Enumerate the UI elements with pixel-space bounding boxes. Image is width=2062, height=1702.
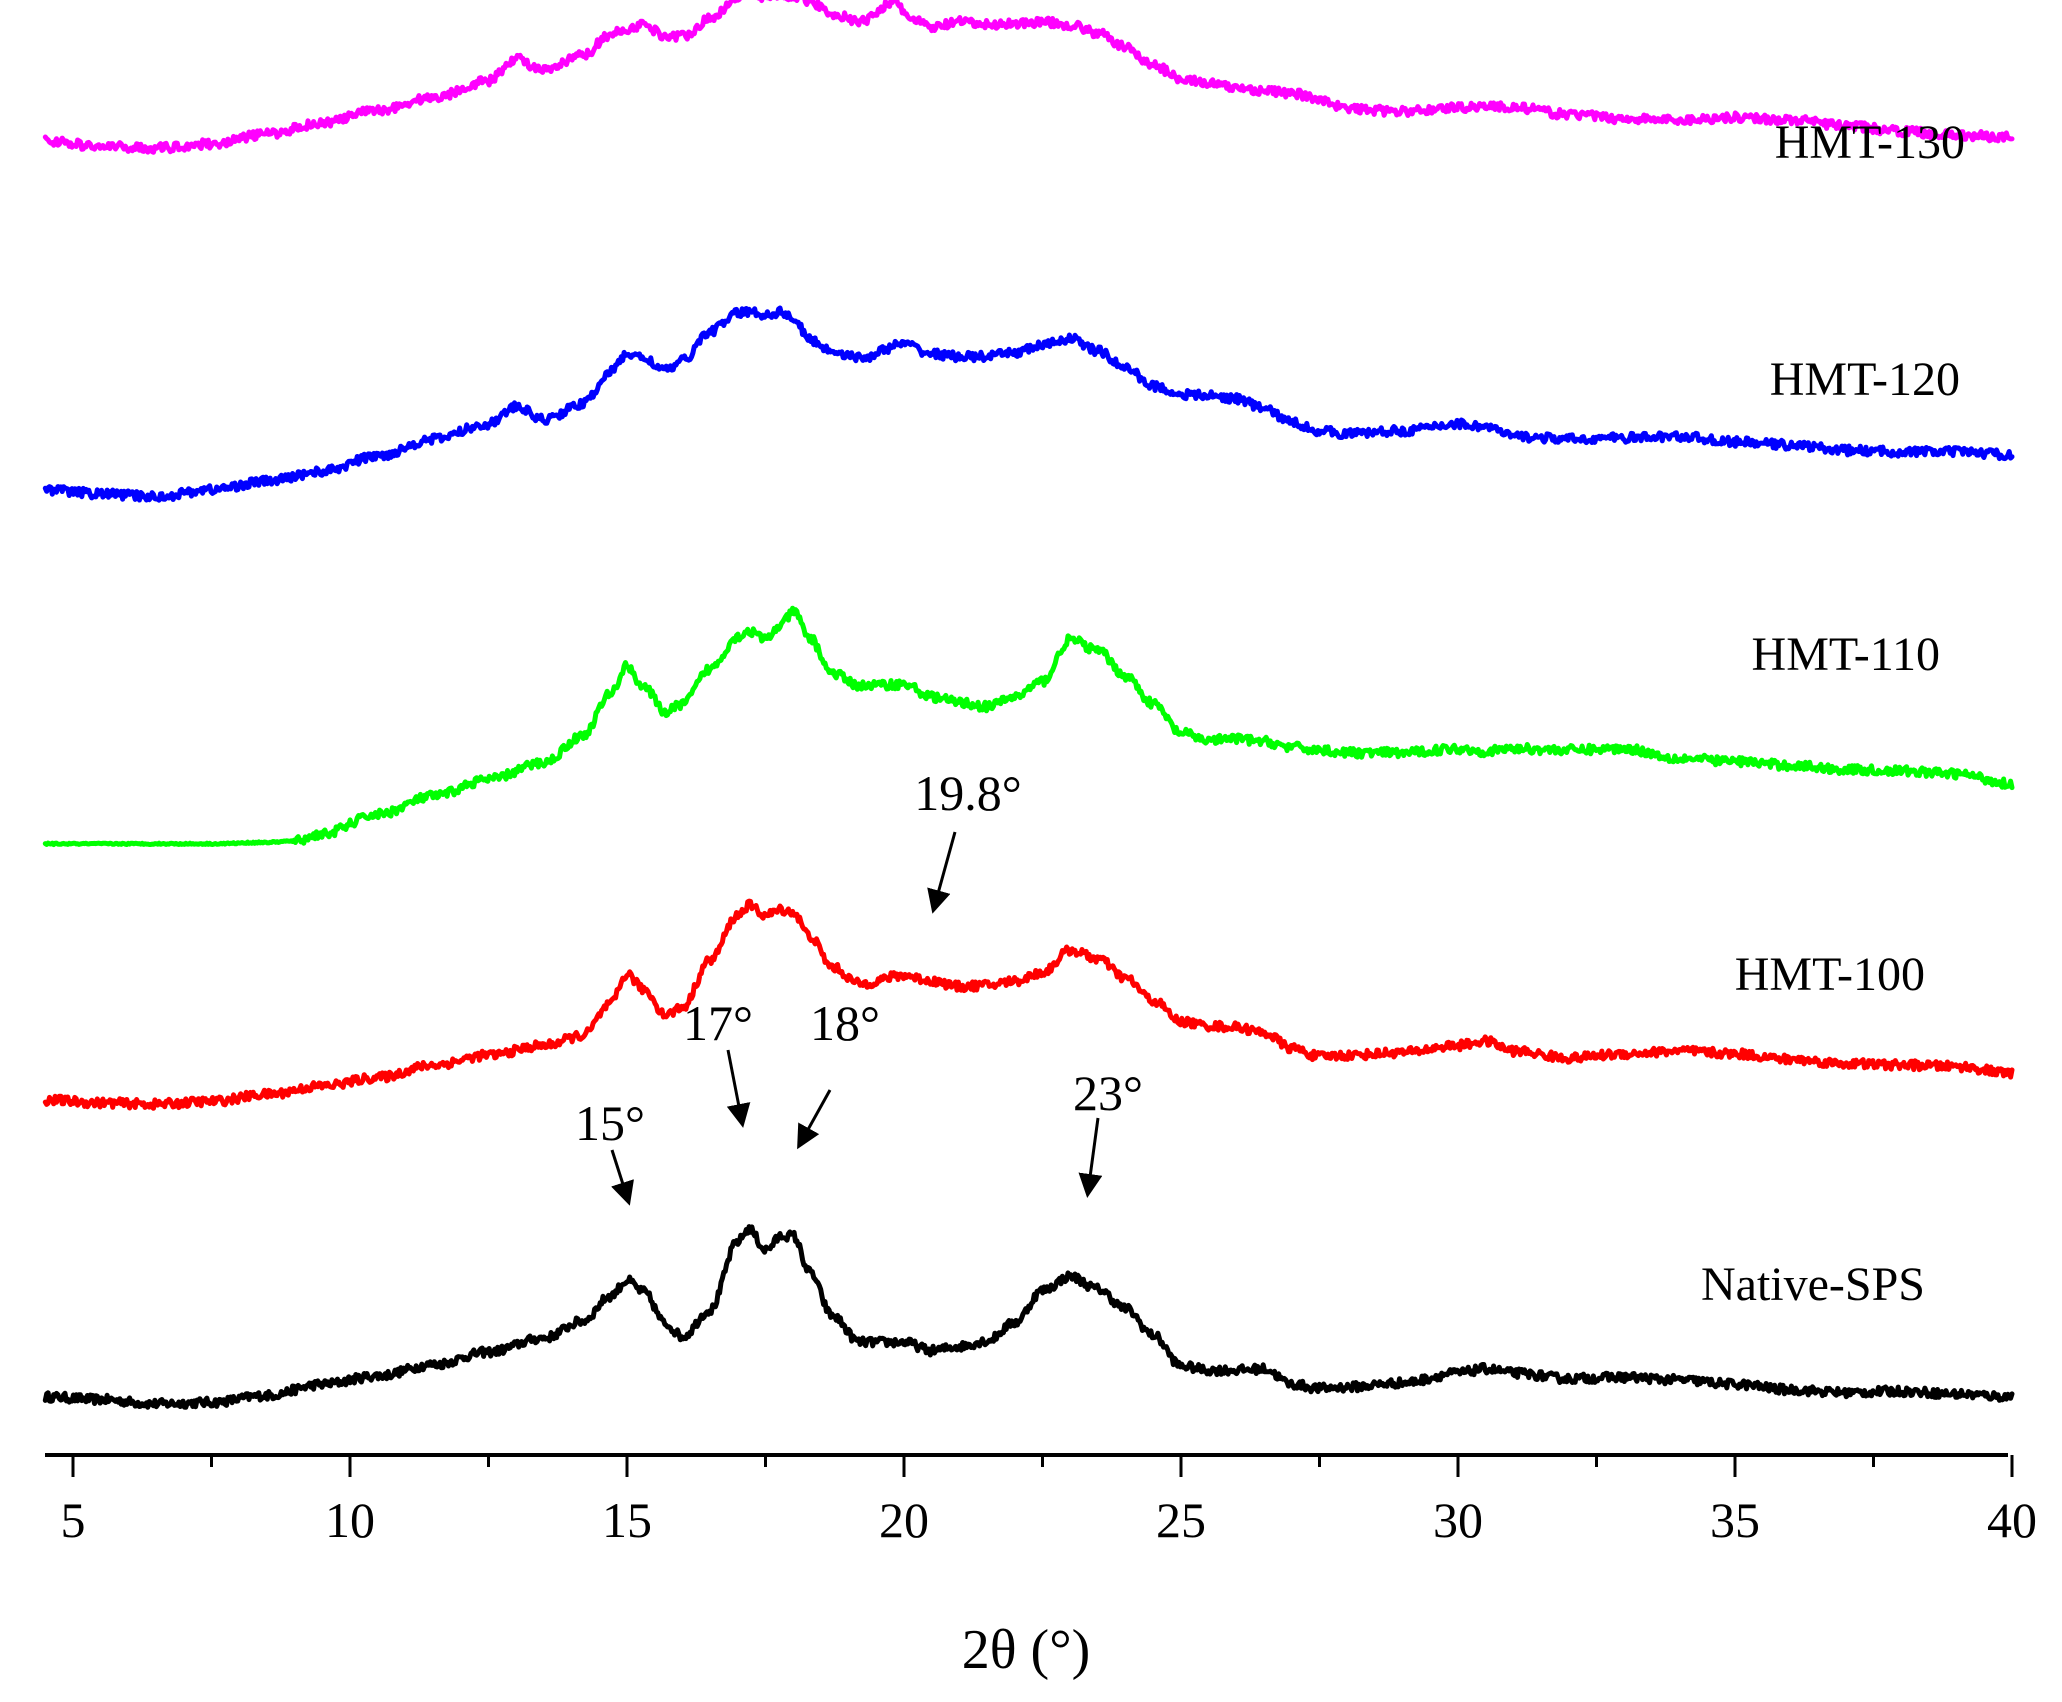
x-tick-label: 30 bbox=[1433, 1492, 1483, 1548]
peak-annotations: 15° 17° 18° 23° 19.8° bbox=[575, 765, 1143, 1206]
peak-label: 17° bbox=[683, 995, 753, 1051]
peak-label: 18° bbox=[810, 995, 880, 1051]
peak-arrow bbox=[1078, 1117, 1103, 1198]
series-label-hmt-110: HMT-110 bbox=[1752, 628, 1940, 681]
series-label-native-sps: Native-SPS bbox=[1701, 1258, 1925, 1311]
series-label-hmt-100: HMT-100 bbox=[1735, 948, 1925, 1001]
series-label-hmt-120: HMT-120 bbox=[1770, 353, 1960, 406]
x-tick-label: 40 bbox=[1987, 1492, 2037, 1548]
x-axis-ticks: 5 10 15 20 25 30 35 40 bbox=[61, 1455, 2037, 1548]
x-tick-label: 25 bbox=[1156, 1492, 1206, 1548]
peak-arrow bbox=[610, 1149, 634, 1206]
series-line-hmt-110 bbox=[42, 605, 2015, 847]
peak-label: 19.8° bbox=[914, 765, 1022, 821]
x-tick-label: 20 bbox=[879, 1492, 929, 1548]
series-line-hmt-100 bbox=[42, 898, 2015, 1111]
peak-arrow bbox=[726, 1049, 751, 1128]
peak-arrow bbox=[797, 1089, 832, 1150]
x-tick-label: 15 bbox=[602, 1492, 652, 1548]
peak-arrow bbox=[927, 831, 957, 914]
series-line-hmt-120 bbox=[42, 305, 2015, 503]
series-labels: Native-SPS HMT-100 HMT-110 HMT-120 HMT-130 bbox=[1701, 116, 1965, 1311]
series-line-hmt-130 bbox=[42, 0, 2015, 155]
peak-label: 23° bbox=[1073, 1065, 1143, 1121]
x-tick-label: 10 bbox=[325, 1492, 375, 1548]
x-tick-label: 35 bbox=[1710, 1492, 1760, 1548]
x-axis-title: 2θ (°) bbox=[962, 1619, 1091, 1681]
series-lines bbox=[42, 0, 2015, 1410]
series-line-native-sps bbox=[42, 1224, 2015, 1410]
x-tick-label: 5 bbox=[61, 1492, 86, 1548]
peak-label: 15° bbox=[575, 1095, 645, 1151]
series-label-hmt-130: HMT-130 bbox=[1775, 116, 1965, 169]
